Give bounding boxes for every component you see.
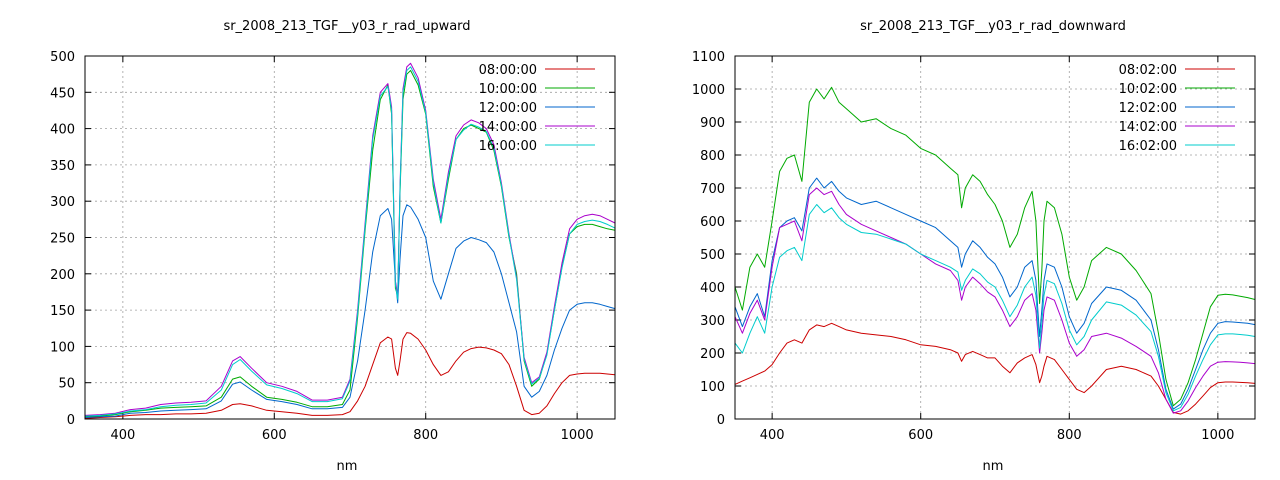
- x-tick-label: 800: [1057, 428, 1082, 443]
- y-tick-label: 0: [717, 413, 725, 428]
- legend: 08:02:00 10:02:00 12:02:00 14:02:00 16:02:00: [1119, 63, 1235, 154]
- series-line-160000: [84, 66, 616, 417]
- y-tick-label: 450: [50, 86, 75, 101]
- y-tick-label: 100: [700, 380, 725, 395]
- x-tick-label: 800: [413, 428, 438, 443]
- axis-ticks: 400 600 800 1000 0 100 200 300 400 500 600 700 800 90…: [692, 50, 1255, 443]
- series-line-080000: [84, 332, 616, 419]
- x-tick-label: 1000: [561, 428, 594, 443]
- y-tick-label: 400: [700, 281, 725, 296]
- legend-label: 16:00:00: [479, 139, 537, 154]
- chart-downward: sr_2008_213_TGF__y03_r_rad_downward nm 4…: [692, 19, 1256, 474]
- legend-label: 14:02:00: [1119, 120, 1177, 135]
- y-tick-label: 300: [700, 314, 725, 329]
- y-tick-label: 500: [50, 50, 75, 65]
- series-lines: [84, 62, 616, 419]
- series-line-120200: [734, 177, 1256, 410]
- y-tick-label: 600: [700, 215, 725, 230]
- legend: 08:00:00 10:00:00 12:00:00 14:00:00 16:00:00: [479, 63, 595, 154]
- chart-title: sr_2008_213_TGF__y03_r_rad_downward: [860, 19, 1126, 34]
- series-line-140000: [84, 62, 616, 416]
- y-tick-label: 400: [50, 123, 75, 138]
- y-tick-label: 100: [50, 340, 75, 355]
- legend-label: 08:02:00: [1119, 63, 1177, 78]
- chart-upward: sr_2008_213_TGF__y03_r_rad_upward nm 400…: [50, 19, 616, 474]
- y-tick-label: 300: [50, 195, 75, 210]
- series-line-160200: [734, 204, 1256, 412]
- grid: [735, 56, 1255, 419]
- series-line-140200: [734, 187, 1256, 414]
- series-line-080200: [734, 322, 1256, 415]
- y-tick-label: 200: [700, 347, 725, 362]
- legend-label: 10:00:00: [479, 82, 537, 97]
- x-axis-label: nm: [337, 459, 358, 474]
- y-tick-label: 250: [50, 232, 75, 247]
- plot-frame: [734, 55, 1256, 420]
- legend-label: 16:02:00: [1119, 139, 1177, 154]
- x-tick-label: 400: [760, 428, 785, 443]
- series-line-100200: [734, 86, 1256, 407]
- y-tick-label: 900: [700, 116, 725, 131]
- series-line-120000: [84, 204, 616, 418]
- y-tick-label: 50: [58, 377, 75, 392]
- series-lines: [734, 86, 1256, 415]
- y-tick-label: 700: [700, 182, 725, 197]
- y-tick-label: 1100: [692, 50, 725, 65]
- y-tick-label: 0: [67, 413, 75, 428]
- x-tick-label: 600: [262, 428, 287, 443]
- legend-label: 12:00:00: [479, 101, 537, 116]
- y-tick-label: 350: [50, 159, 75, 174]
- y-tick-label: 150: [50, 304, 75, 319]
- plot-frame: [84, 55, 616, 420]
- x-axis-label: nm: [983, 459, 1004, 474]
- legend-label: 12:02:00: [1119, 101, 1177, 116]
- x-tick-label: 1000: [1201, 428, 1234, 443]
- y-tick-label: 200: [50, 268, 75, 283]
- x-tick-label: 600: [908, 428, 933, 443]
- axis-ticks: 400 600 800 1000 0 50 100 150 200 250 300 350 400 450…: [50, 50, 615, 443]
- legend-label: 10:02:00: [1119, 82, 1177, 97]
- y-tick-label: 1000: [692, 83, 725, 98]
- legend-label: 08:00:00: [479, 63, 537, 78]
- y-tick-label: 800: [700, 149, 725, 164]
- chart-title: sr_2008_213_TGF__y03_r_rad_upward: [223, 19, 470, 34]
- x-tick-label: 400: [110, 428, 135, 443]
- y-tick-label: 500: [700, 248, 725, 263]
- legend-label: 14:00:00: [479, 120, 537, 135]
